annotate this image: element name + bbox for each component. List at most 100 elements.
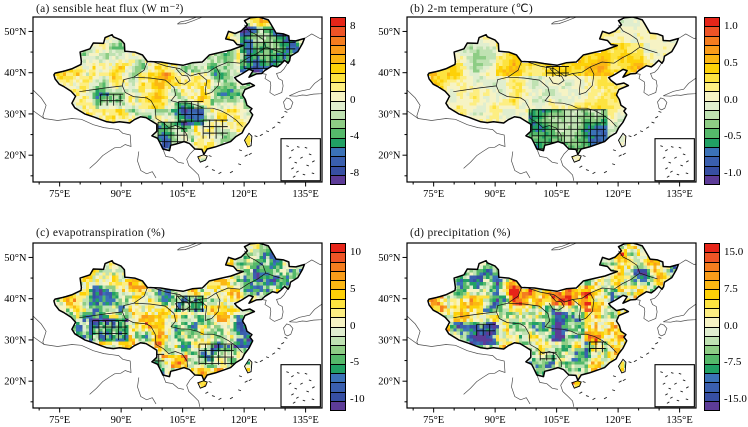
x-tick-label: 120°E	[605, 415, 631, 426]
colorbar-segment	[331, 327, 345, 337]
colorbar-segment	[705, 110, 719, 121]
colorbar-segment	[331, 271, 345, 282]
y-tick-label: 30°N	[378, 335, 401, 346]
colorbar-segment	[705, 244, 719, 254]
x-tick-label: 135°E	[666, 189, 692, 200]
map-frame	[32, 16, 323, 183]
colorbar-segment	[331, 147, 345, 158]
map-content	[407, 17, 696, 182]
colorbar-segment	[705, 336, 719, 347]
colorbar-segment	[705, 355, 719, 365]
colorbar-segment	[331, 175, 345, 185]
x-tick-label: 135°E	[292, 189, 318, 200]
colorbar-tick-label: -1.0	[724, 167, 742, 180]
x-tick-label: 120°E	[605, 189, 631, 200]
colorbar-tick-label: 1.0	[724, 19, 738, 32]
anomaly-field	[53, 243, 303, 388]
panel-a-colorbar	[330, 17, 346, 185]
china-outline	[427, 17, 680, 156]
x-tick-label: 75°E	[49, 189, 70, 200]
colorbar-tick-label: 0.0	[724, 319, 738, 332]
y-tick-label: 50°N	[378, 27, 401, 38]
colorbar-segment	[331, 244, 345, 254]
colorbar-segment	[331, 166, 345, 176]
panel-a-map: 75°E 90°E 105°E 120°E 135°E 20°N 30°N 40°N 50°N	[4, 16, 323, 200]
axis-ticks	[402, 256, 681, 413]
map-content	[407, 243, 696, 408]
colorbar-segment	[705, 55, 719, 65]
colorbar-tick-label: 7.5	[724, 282, 738, 295]
colorbar-segment	[705, 157, 719, 167]
colorbar-segment	[331, 253, 345, 263]
x-tick-label: 105°E	[543, 189, 569, 200]
china-outline	[53, 17, 306, 156]
x-tick-label: 90°E	[485, 415, 506, 426]
colorbar-segment	[331, 281, 345, 291]
colorbar-segment	[705, 346, 719, 356]
y-tick-label: 30°N	[378, 109, 401, 120]
map-frame	[406, 16, 697, 183]
colorbar-segment	[331, 373, 345, 384]
y-tick-label: 30°N	[4, 335, 27, 346]
colorbar-segment	[331, 336, 345, 347]
panel-a-title: (a) sensible heat flux (W m⁻²)	[36, 3, 184, 15]
y-tick-label: 40°N	[378, 294, 401, 305]
colorbar-segment	[331, 129, 345, 139]
panel-b-2m-temperature: (b) 2-m temperature (℃) 75°E 90°E 105°E 120…	[374, 0, 748, 213]
colorbar-segment	[705, 281, 719, 291]
x-tick-label: 105°E	[169, 189, 195, 200]
colorbar-tick-label: 0.0	[724, 93, 738, 106]
x-tick-label: 120°E	[231, 189, 257, 200]
colorbar-segment	[331, 157, 345, 167]
colorbar-segment	[705, 36, 719, 46]
x-tick-label: 90°E	[111, 189, 132, 200]
x-tick-label: 75°E	[49, 415, 70, 426]
x-tick-label: 90°E	[485, 189, 506, 200]
map-content	[33, 17, 322, 182]
colorbar-segment	[705, 73, 719, 83]
panel-a-sensible-heat-flux: (a) sensible heat flux (W m⁻²) 75°E 90°E 1…	[0, 0, 374, 213]
panel-d-map: 75°E 90°E 105°E 120°E 135°E 20°N 30°N 40°N 50°N	[378, 242, 697, 426]
y-tick-label: 40°N	[4, 68, 27, 79]
axis-ticks	[28, 30, 307, 187]
colorbar-segment	[331, 55, 345, 65]
colorbar-tick-label: 15.0	[724, 245, 744, 258]
colorbar-segment	[705, 138, 719, 148]
colorbar-tick-label: -7.5	[724, 356, 742, 369]
colorbar-segment	[331, 36, 345, 46]
colorbar-segment	[331, 120, 345, 130]
colorbar-tick-label: -10	[350, 393, 365, 406]
y-tick-label: 50°N	[378, 253, 401, 264]
panel-d-precipitation: (d) precipitation (%) 75°E 90°E 105°E 120°E…	[374, 214, 748, 427]
colorbar-segment	[705, 308, 719, 319]
colorbar-segment	[331, 364, 345, 374]
colorbar-segment	[705, 392, 719, 402]
x-tick-label: 120°E	[231, 415, 257, 426]
colorbar-segment	[705, 101, 719, 111]
significance-hatching	[476, 323, 606, 361]
x-tick-label: 105°E	[543, 415, 569, 426]
south-china-sea-inset	[654, 364, 695, 408]
y-tick-label: 40°N	[4, 294, 27, 305]
colorbar-segment	[705, 64, 719, 74]
colorbar-tick-label: 10	[350, 245, 361, 258]
colorbar-tick-label: -8	[350, 167, 360, 180]
panel-d-title: (d) precipitation (%)	[410, 227, 511, 239]
colorbar-segment	[331, 18, 345, 28]
y-tick-label: 20°N	[4, 377, 27, 388]
south-china-sea-inset	[280, 364, 321, 408]
colorbar-segment	[705, 45, 719, 56]
colorbar-tick-label: 8	[350, 19, 356, 32]
colorbar-segment	[705, 373, 719, 384]
x-tick-label: 75°E	[423, 189, 444, 200]
colorbar-segment	[331, 290, 345, 300]
map-frame	[406, 242, 697, 409]
china-outline	[53, 243, 306, 382]
south-china-sea-inset	[654, 138, 695, 182]
panel-c-title: (c) evapotranspiration (%)	[36, 227, 166, 239]
anomaly-field	[53, 17, 303, 162]
colorbar-segment	[331, 27, 345, 37]
anomaly-field	[427, 17, 677, 162]
colorbar-segment	[331, 299, 345, 309]
x-tick-label: 75°E	[423, 415, 444, 426]
